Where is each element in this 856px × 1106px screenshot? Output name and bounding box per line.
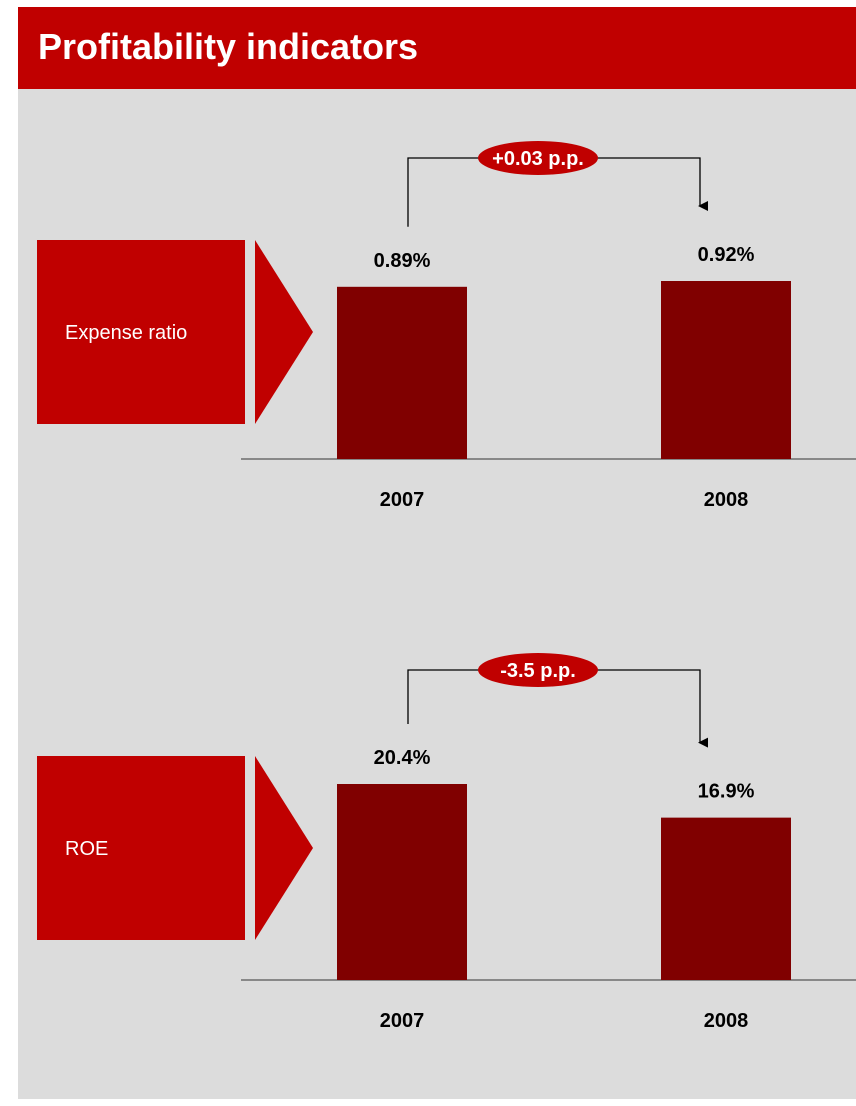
chart-2-change-label: -3.5 p.p. (500, 660, 576, 682)
chart-1-label: Expense ratio (65, 322, 187, 344)
chart-2-chevron-arrow-icon (255, 756, 313, 940)
chart-1-value-label-2007: 0.89% (374, 250, 431, 272)
chart-2-label: ROE (65, 838, 108, 860)
chart-1-change-label: +0.03 p.p. (492, 148, 584, 170)
chart-1-bar-2008 (661, 281, 791, 459)
chart-1-chevron-arrow-icon (255, 240, 313, 424)
chart-2-bar-2007 (337, 784, 467, 980)
chart-1-category-2007: 2007 (380, 489, 425, 511)
chart-2-value-label-2007: 20.4% (374, 747, 431, 769)
chart-2-category-2008: 2008 (704, 1010, 749, 1032)
chart-2-bar-2008 (661, 818, 791, 980)
chart-2-category-2007: 2007 (380, 1010, 425, 1032)
chart-1-value-label-2008: 0.92% (698, 244, 755, 266)
chart-1-category-2008: 2008 (704, 489, 749, 511)
chart-2-value-label-2008: 16.9% (698, 781, 755, 803)
chart-1-bar-2007 (337, 287, 467, 459)
